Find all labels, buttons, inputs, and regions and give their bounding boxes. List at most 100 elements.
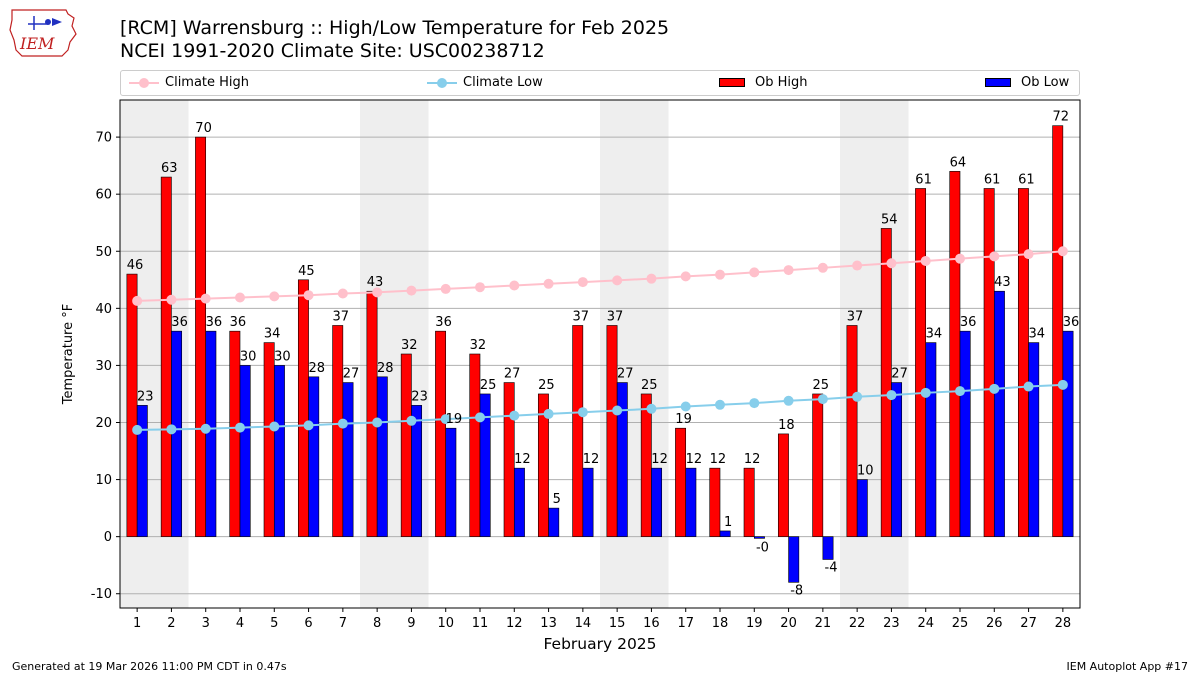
bar-ob-low-19 [753,536,765,539]
point-climate-low-14 [577,407,588,418]
point-climate-low-19 [749,398,760,409]
point-climate-high-20 [783,265,794,276]
bar-ob-high-17 [675,427,687,537]
bar-ob-high-27 [1017,188,1029,537]
xtick-label-10: 10 [437,616,454,631]
point-climate-low-16 [646,403,657,414]
xtick-label-9: 9 [407,616,415,631]
data-label-ob-high-17: 19 [675,412,692,427]
data-label-ob-low-7: 27 [343,367,360,382]
xtick-label-26: 26 [986,616,1003,631]
xtick-label-21: 21 [815,616,832,631]
point-climate-high-1 [132,295,143,306]
data-label-ob-high-21: 25 [812,378,829,393]
legend-item-ob-low: Ob Low [985,74,1077,92]
bar-ob-high-15 [606,325,618,537]
ytick-label-40: 40 [95,302,112,317]
point-climate-low-1 [132,424,143,435]
ytick-label-60: 60 [95,188,112,203]
bar-ob-low-27 [1028,342,1040,537]
data-label-ob-low-27: 34 [1028,327,1045,342]
data-label-ob-low-23: 27 [891,367,908,382]
point-climate-high-9 [406,285,417,296]
line-climate-high [137,250,1063,302]
point-climate-high-4 [235,292,245,303]
bar-ob-high-19 [743,467,755,537]
point-climate-low-17 [680,401,691,412]
data-label-ob-low-5: 30 [274,349,291,364]
data-label-ob-high-22: 37 [847,309,864,324]
footer-app-id: IEM Autoplot App #17 [1066,660,1189,673]
bar-ob-low-9 [411,405,423,537]
point-climate-high-14 [577,277,588,288]
xtick-label-3: 3 [202,616,210,631]
bar-ob-high-1 [126,273,138,537]
legend: Climate High Climate Low Ob High Ob Low [120,70,1080,96]
data-label-ob-high-13: 25 [538,378,555,393]
bar-ob-low-14 [582,467,594,537]
xtick-label-25: 25 [952,616,969,631]
bar-ob-high-7 [332,325,344,537]
logo-text: IEM [19,34,55,53]
data-label-ob-high-24: 61 [915,172,932,187]
xtick-label-19: 19 [746,616,763,631]
legend-item-climate-high: Climate High [129,74,329,92]
bar-ob-low-21 [822,536,834,560]
bar-ob-low-5 [273,365,285,537]
data-label-ob-low-13: 5 [553,492,561,507]
bar-ob-high-10 [435,330,447,537]
data-label-ob-low-28: 36 [1063,315,1080,330]
data-label-ob-high-8: 43 [367,275,384,290]
data-label-ob-high-9: 32 [401,338,418,353]
y-axis-label: Temperature °F [61,304,76,405]
bar-ob-low-20 [788,536,800,583]
xtick-label-7: 7 [339,616,347,631]
xtick-label-24: 24 [917,616,934,631]
point-climate-low-7 [337,418,348,429]
xtick-label-14: 14 [575,616,592,631]
bar-ob-low-8 [376,376,388,537]
data-label-ob-high-7: 37 [332,309,349,324]
bar-ob-low-3 [205,330,217,537]
data-label-ob-high-19: 12 [744,452,761,467]
xtick-label-18: 18 [712,616,729,631]
xtick-label-13: 13 [540,616,557,631]
xtick-label-20: 20 [780,616,797,631]
bar-ob-low-12 [513,467,525,537]
data-label-ob-high-1: 46 [127,258,144,273]
data-label-ob-high-4: 36 [230,315,247,330]
legend-item-climate-low: Climate Low [427,74,627,92]
ytick-label-0: 0 [104,530,112,545]
bar-ob-low-24 [925,342,937,537]
data-label-ob-low-18: 1 [724,515,732,530]
data-label-ob-high-23: 54 [881,212,898,227]
bar-ob-high-23 [880,228,892,537]
xtick-label-28: 28 [1055,616,1072,631]
data-label-ob-high-25: 64 [950,155,967,170]
xtick-label-6: 6 [304,616,312,631]
data-label-ob-low-22: 10 [857,464,874,479]
data-label-ob-low-17: 12 [686,452,703,467]
point-climate-low-28 [1057,379,1068,390]
bar-ob-high-28 [1052,125,1064,537]
data-label-ob-high-6: 45 [298,264,315,279]
bar-ob-high-13 [537,393,549,537]
data-label-ob-low-15: 27 [617,367,634,382]
legend-label-ob-high: Ob High [755,75,808,90]
point-climate-low-20 [783,395,794,406]
data-label-ob-low-4: 30 [240,349,257,364]
point-climate-low-2 [166,424,177,435]
bar-ob-low-13 [548,507,560,537]
bar-ob-high-3 [195,136,207,537]
point-climate-low-21 [817,394,828,405]
xtick-label-16: 16 [643,616,660,631]
bar-ob-high-11 [469,353,481,537]
iem-logo: IEM [9,9,77,57]
data-label-ob-high-12: 27 [504,367,521,382]
data-label-ob-high-27: 61 [1018,172,1035,187]
data-label-ob-low-21: -4 [825,560,838,575]
bar-ob-high-9 [400,353,412,537]
legend-swatch-climate-high-marker [139,78,149,88]
bar-ob-low-7 [342,382,354,537]
